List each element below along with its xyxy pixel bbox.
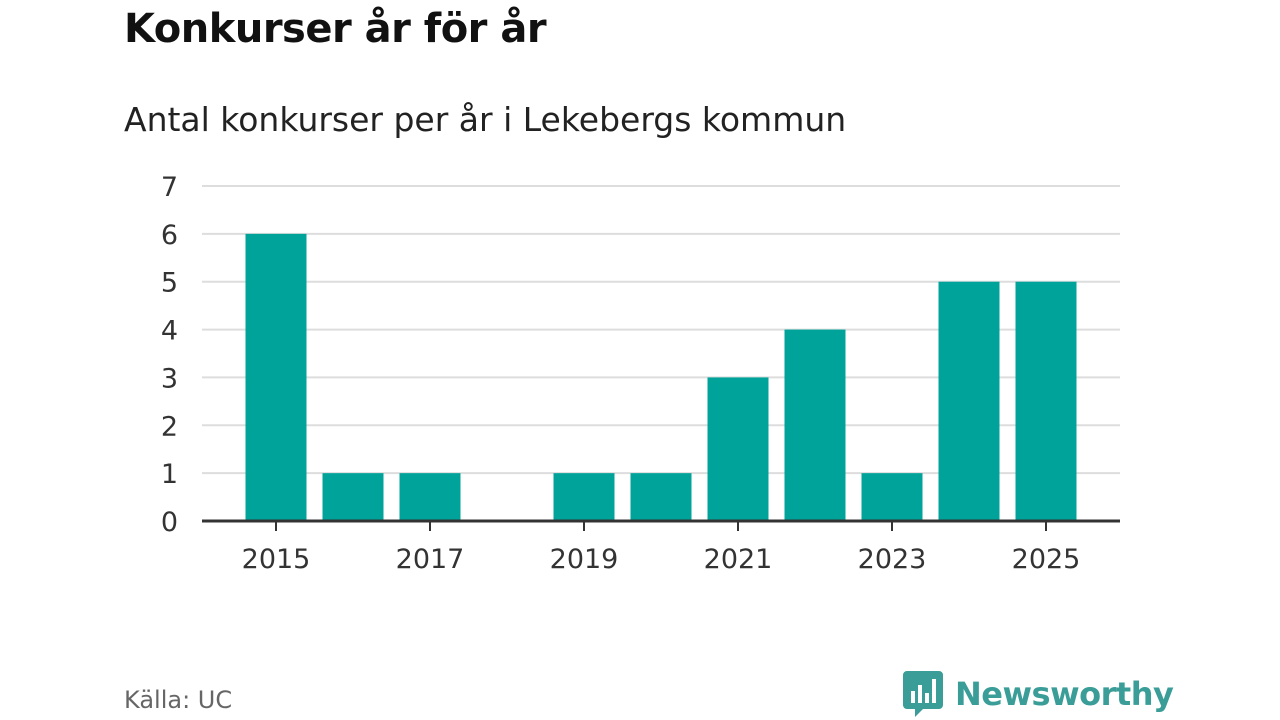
y-tick-label: 6 [161,220,178,251]
y-tick-label: 3 [161,363,178,394]
y-tick-label: 4 [161,316,178,347]
x-tick-label: 2019 [550,544,619,575]
x-axis: 2015 2017 2019 2021 2023 2025 [202,519,1120,575]
newsworthy-logo-text: Newsworthy [955,675,1174,713]
bar-2023 [861,473,923,521]
y-tick-label: 7 [161,172,178,203]
bar-2025 [1015,281,1077,521]
x-tick-label: 2015 [242,544,311,575]
bar-2016 [322,473,384,521]
chart-title: Konkurser år för år [124,6,547,52]
x-tick-label: 2023 [858,544,927,575]
y-tick-label: 1 [161,459,178,490]
y-tick-label: 0 [161,507,178,538]
y-axis-labels: 0 1 2 3 4 5 6 7 [161,172,178,538]
bar-2021 [707,377,769,521]
bar-2022 [784,329,846,521]
bar-chart: 0 1 2 3 4 5 6 7 2015 2017 2019 2021 2023 2025 [161,172,1120,575]
x-tick-label: 2017 [396,544,465,575]
bar-2020 [630,473,692,521]
x-tick-label: 2025 [1012,544,1081,575]
bar-2024 [938,281,1000,521]
bars [245,233,1077,521]
bar-2019 [553,473,615,521]
y-tick-label: 5 [161,268,178,299]
source-note: Källa: UC [124,686,233,714]
bar-2017 [399,473,461,521]
x-tick-label: 2021 [704,544,773,575]
bar-2015 [245,233,307,521]
newsworthy-logo: Newsworthy [903,671,1174,717]
y-tick-label: 2 [161,411,178,442]
chart-subtitle: Antal konkurser per år i Lekebergs kommu… [124,100,847,139]
newsworthy-logo-icon [903,671,943,717]
